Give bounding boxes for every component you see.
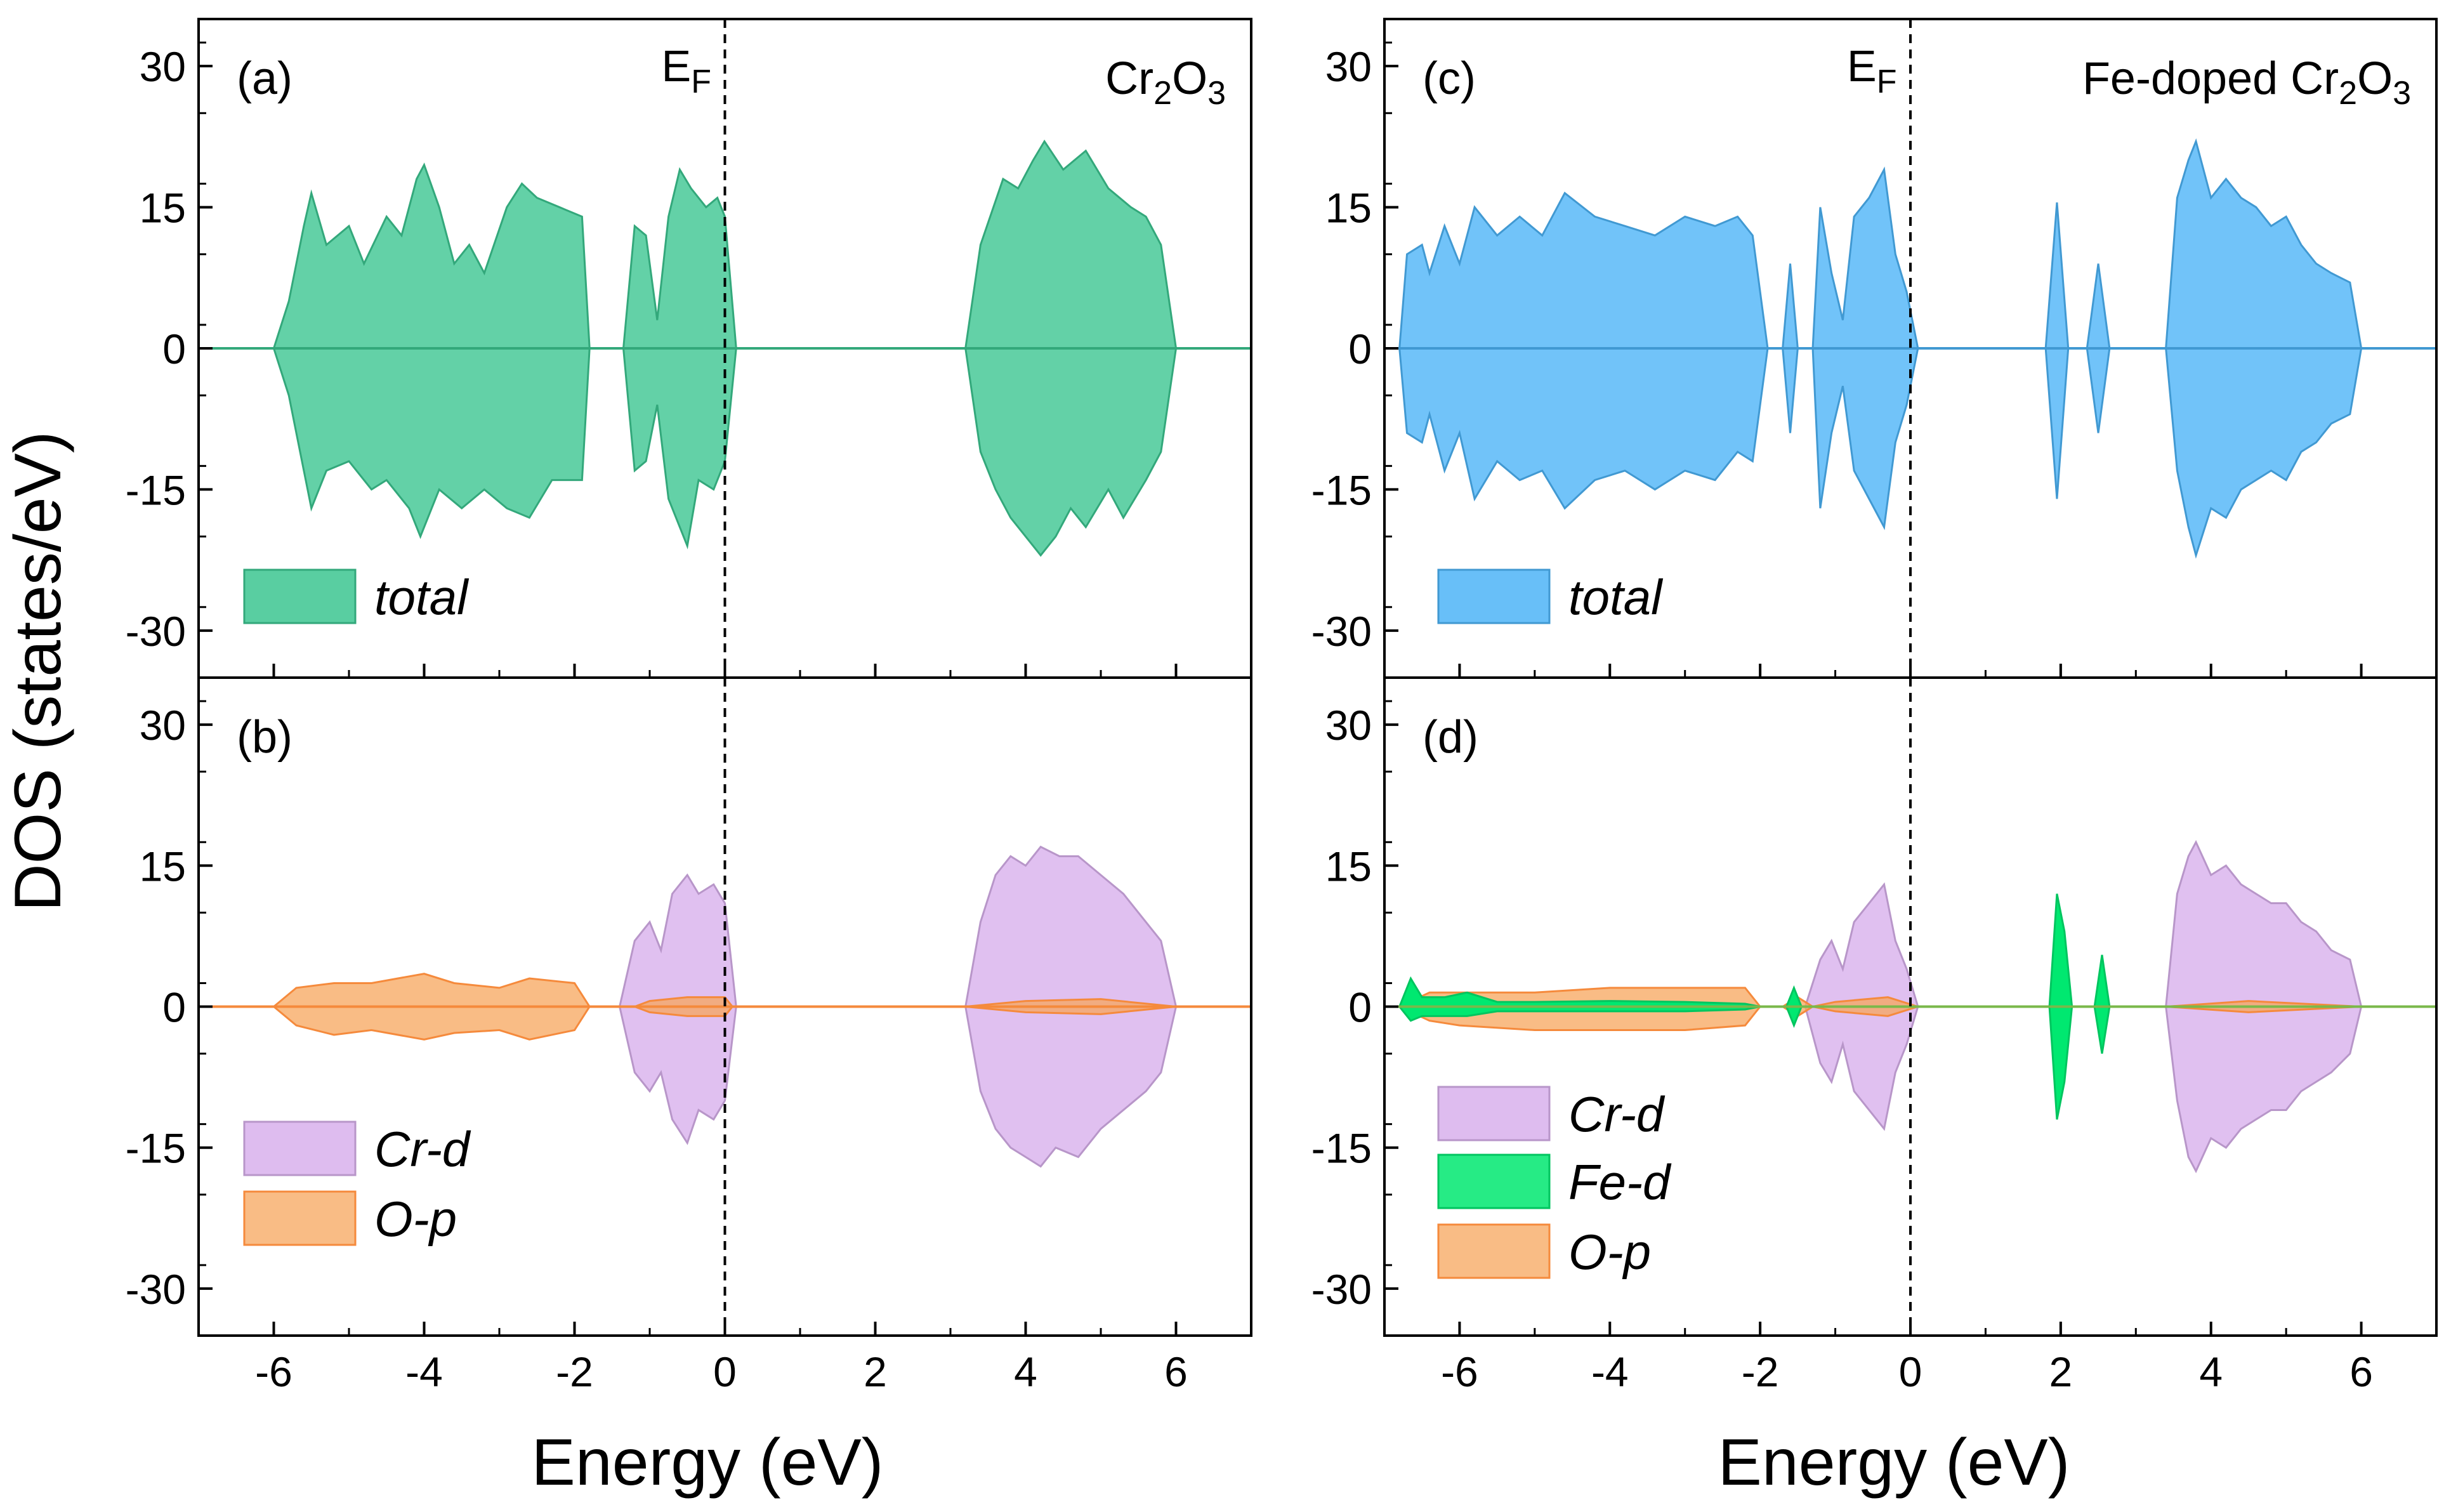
ytick-label-b--30: -30 [126, 1266, 186, 1313]
xtick-label-d-0: 0 [1899, 1348, 1922, 1395]
legend-swatch-total-a [243, 569, 357, 624]
ytick-label-c-0: 0 [1348, 325, 1372, 372]
legend-label-op-b: O-p [374, 1191, 457, 1247]
ytick-label-b--15: -15 [126, 1125, 186, 1172]
panel-b: -30 -15 0 15 30 -6 -4 -2 0 2 4 6 (b) Cr-d O-p [126, 676, 1252, 1395]
legend-label-crd-d: Cr-d [1568, 1086, 1666, 1142]
ytick-label-d--15: -15 [1311, 1125, 1372, 1172]
legend-swatch-crd-d [1437, 1086, 1551, 1141]
ytick-label-a-30: 30 [140, 43, 186, 90]
ytick-label-d-30: 30 [1325, 702, 1372, 749]
ytick-label-d--30: -30 [1311, 1266, 1372, 1313]
plot-area-a [199, 139, 1251, 557]
xtick-label-b-0: 0 [713, 1348, 737, 1395]
legend-label-total-a: total [374, 569, 470, 625]
ytick-label-b-30: 30 [140, 702, 186, 749]
xtick-label-b--4: -4 [405, 1348, 443, 1395]
xtick-label-b-6: 6 [1164, 1348, 1188, 1395]
ytick-label-c-15: 15 [1325, 185, 1372, 232]
xtick-label-b--6: -6 [255, 1348, 292, 1395]
panel-label-c: (c) [1423, 53, 1476, 104]
fermi-label-c: EF [1847, 41, 1896, 100]
legend-swatch-op-d [1437, 1223, 1551, 1279]
legend-swatch-crd-b [243, 1121, 357, 1176]
legend-label-op-d: O-p [1568, 1224, 1651, 1280]
panel-label-d: (d) [1423, 712, 1478, 763]
legend-swatch-fed-d [1437, 1154, 1551, 1209]
xtick-label-d-6: 6 [2349, 1348, 2373, 1395]
xtick-label-d-2: 2 [2049, 1348, 2072, 1395]
xtick-label-b-2: 2 [864, 1348, 887, 1395]
ytick-label-a-0: 0 [162, 325, 186, 372]
xtick-label-d-4: 4 [2199, 1348, 2223, 1395]
legend-swatch-op-b [243, 1190, 357, 1246]
ytick-label-b-15: 15 [140, 843, 186, 890]
panel-label-a: (a) [237, 53, 292, 104]
xtick-label-d--4: -4 [1591, 1348, 1629, 1395]
ytick-label-a-15: 15 [140, 185, 186, 232]
ytick-label-a--30: -30 [126, 608, 186, 655]
xtick-label-d--6: -6 [1441, 1348, 1478, 1395]
x-axis-title-left: Energy (eV) [532, 1426, 884, 1499]
material-title-c: Fe-doped Cr2O3 [2082, 53, 2411, 112]
legend-label-fed-d: Fe-d [1568, 1154, 1672, 1210]
ytick-label-c--30: -30 [1311, 608, 1372, 655]
xtick-label-b--2: -2 [556, 1348, 593, 1395]
legend-swatch-total-c [1437, 569, 1551, 624]
plot-area-d [1384, 839, 2436, 1174]
ytick-label-c-30: 30 [1325, 43, 1372, 90]
plot-area-b [199, 845, 1251, 1168]
ytick-label-d-0: 0 [1348, 984, 1372, 1031]
xtick-label-b-4: 4 [1014, 1348, 1037, 1395]
fermi-label-a: EF [662, 41, 711, 100]
panel-c: -30 -15 0 15 30 (c) EF Fe-doped Cr2O3 total [1311, 18, 2438, 679]
y-axis-title: DOS (states/eV) [1, 431, 75, 911]
material-title-a: Cr2O3 [1105, 53, 1226, 112]
legend-label-total-c: total [1568, 569, 1664, 625]
xtick-label-d--2: -2 [1742, 1348, 1779, 1395]
x-axis-title-right: Energy (eV) [1718, 1426, 2070, 1499]
panel-a: -30 -15 0 15 30 (a) EF Cr2O3 total [126, 18, 1252, 679]
panel-d: -30 -15 0 15 30 -6 -4 -2 0 2 4 6 (d) Cr-d Fe-d O-p [1311, 676, 2438, 1395]
ytick-label-b-0: 0 [162, 984, 186, 1031]
legend-label-crd-b: Cr-d [374, 1121, 471, 1177]
panel-label-b: (b) [237, 712, 292, 763]
ytick-label-a--15: -15 [126, 466, 186, 513]
plot-area-c [1384, 138, 2436, 559]
ytick-label-c--15: -15 [1311, 466, 1372, 513]
ytick-label-d-15: 15 [1325, 843, 1372, 890]
